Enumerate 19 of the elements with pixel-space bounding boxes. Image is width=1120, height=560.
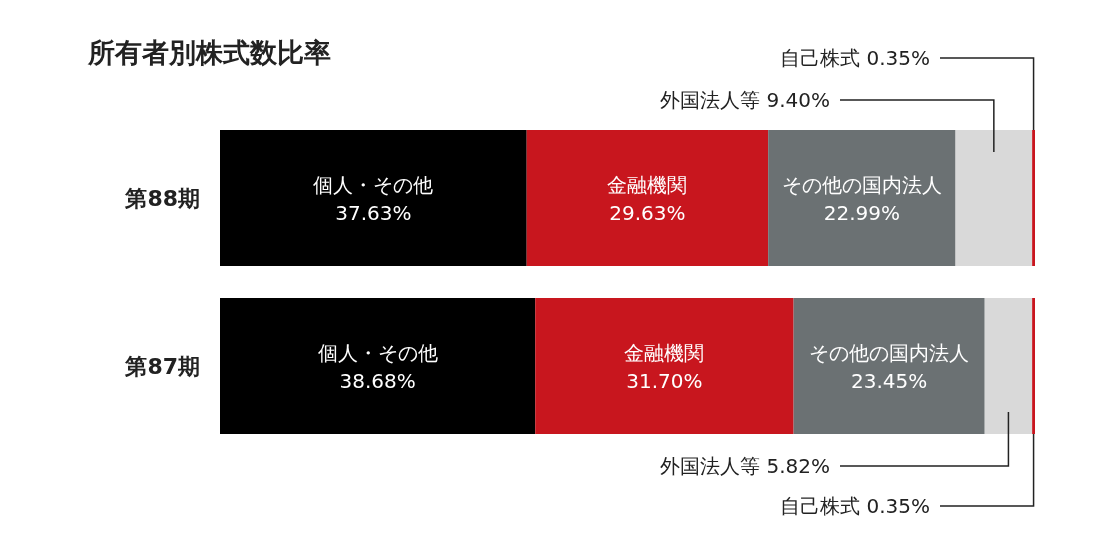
text: 外国法人等 5.82% — [660, 454, 830, 478]
text: 自己株式 0.35% — [780, 494, 930, 518]
data-label: 23.45% — [851, 369, 928, 393]
series-label: 個人・その他 — [313, 173, 434, 197]
text: その他の国内法人 — [809, 341, 970, 365]
data-label: 38.68% — [339, 369, 416, 393]
text: 個人・その他 — [317, 341, 438, 365]
series-label: 金融機関 — [607, 173, 688, 197]
chart-title: 所有者別株式数比率 — [87, 37, 331, 68]
y-tick-label: 第88期 — [124, 186, 200, 211]
text: 金融機関 — [624, 341, 705, 365]
text: 自己株式 0.35% — [780, 46, 930, 70]
data-label: 22.99% — [823, 201, 900, 225]
y-tick-label: 第87期 — [124, 354, 200, 379]
series-label: その他の国内法人 — [781, 173, 942, 197]
data-label: 37.63% — [335, 201, 412, 225]
data-label: 31.70% — [626, 369, 703, 393]
data-label: 29.63% — [609, 201, 686, 225]
text: 外国法人等 9.40% — [660, 88, 830, 112]
